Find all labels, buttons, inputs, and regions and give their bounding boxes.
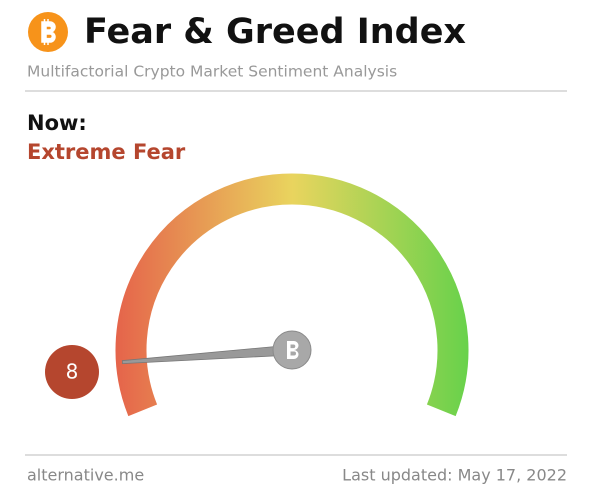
logo-symbol bbox=[41, 19, 56, 45]
value-badge bbox=[45, 345, 99, 399]
gauge-arc bbox=[115, 173, 469, 417]
now-label: Now: bbox=[27, 111, 87, 135]
classification: Extreme Fear bbox=[27, 140, 186, 164]
hub-symbol bbox=[287, 341, 299, 359]
subtitle: Multifactorial Crypto Market Sentiment A… bbox=[27, 63, 397, 81]
updated: Last updated: May 17, 2022 bbox=[342, 466, 567, 485]
logo bbox=[28, 12, 68, 52]
value-label: 8 bbox=[66, 360, 79, 384]
source: alternative.me bbox=[27, 466, 144, 485]
title: Fear & Greed Index bbox=[84, 12, 466, 52]
needle bbox=[121, 344, 293, 365]
